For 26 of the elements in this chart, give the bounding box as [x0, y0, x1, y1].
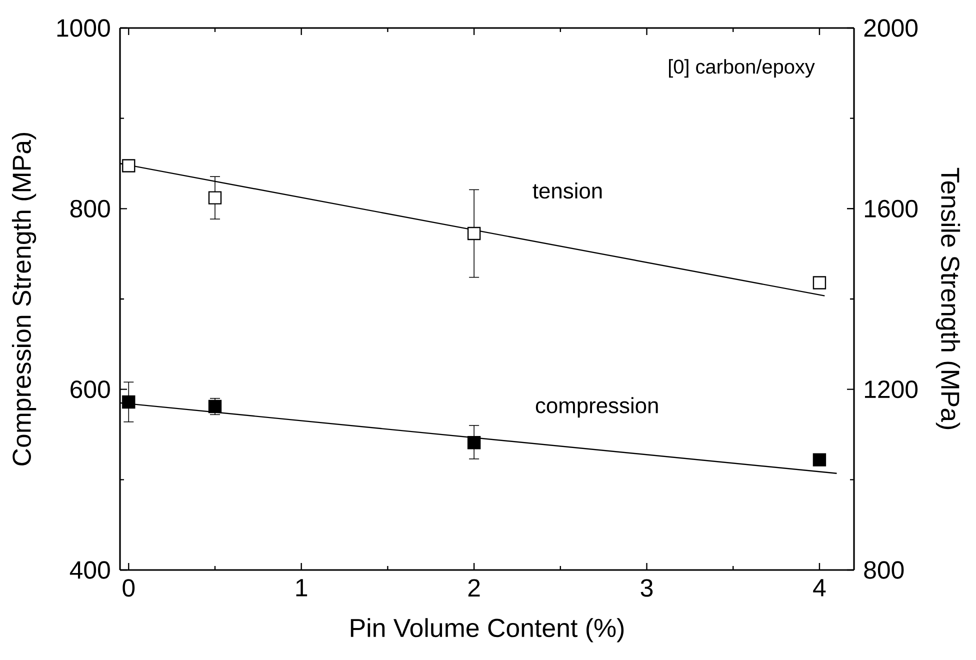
x-tick-label: 3 [640, 579, 653, 597]
x-tick-label: 0 [122, 579, 135, 597]
x-tick-label: 2 [468, 579, 480, 596]
point [467, 226, 481, 240]
y2-tick-label: 1200 [865, 380, 918, 398]
annotation: tension [532, 182, 602, 199]
y-tick-label: 1000 [57, 19, 110, 37]
annotation: compression [536, 397, 658, 418]
annotation: [0] carbon/epoxy [669, 59, 815, 78]
y-tick-label: 600 [70, 380, 110, 398]
x-axis-title: Pin Volume Content (%) [350, 618, 624, 642]
y2-tick-label: 1600 [865, 200, 918, 218]
x-tick-label: 1 [296, 579, 308, 596]
point [812, 276, 826, 290]
y2-tick-label: 800 [864, 561, 904, 579]
point [812, 453, 826, 466]
y2-axis-title: Tensile Strength (MPa) [936, 168, 960, 430]
y-tick-label: 400 [70, 561, 110, 579]
point [122, 159, 136, 172]
x-tick-label: 4 [813, 579, 826, 596]
y-axis-title: Compression Strength (MPa) [12, 132, 36, 466]
y-tick-label: 800 [70, 200, 110, 218]
point [467, 436, 481, 450]
y2-tick-label: 2000 [864, 19, 918, 37]
point [208, 191, 222, 204]
point [122, 395, 136, 409]
